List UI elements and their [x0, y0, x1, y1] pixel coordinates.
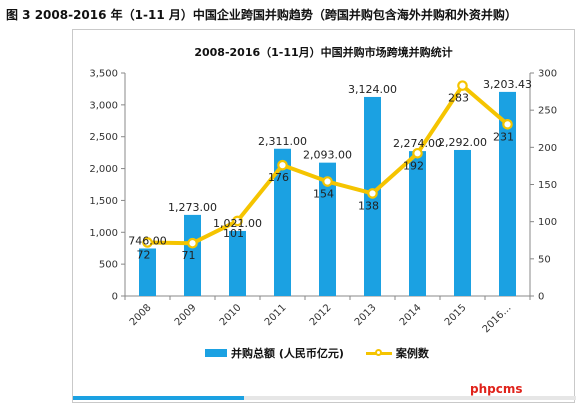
bar-data-label: 1,021.00 [213, 217, 262, 230]
bar-total-amount [409, 151, 426, 296]
line-point-case-count [322, 176, 333, 187]
bar-data-label: 1,273.00 [168, 201, 217, 214]
x-axis-tick-label: 2011 [263, 302, 289, 328]
bar-data-label: 2,274.00 [393, 137, 442, 150]
bar-total-amount [319, 162, 336, 296]
legend-line-swatch [365, 349, 392, 357]
right-axis-tick-label: 100 [538, 217, 557, 228]
line-point-case-count [502, 118, 513, 130]
bar-data-label: 3,124.00 [348, 83, 397, 96]
right-axis-tick-label: 200 [538, 143, 557, 154]
left-axis-tick-label: 3,500 [89, 69, 118, 80]
right-axis-tick-label: 300 [538, 69, 557, 80]
line-point-case-count [457, 80, 468, 91]
x-axis-tick-label: 2014 [398, 302, 424, 328]
line-point-case-count [412, 147, 423, 159]
x-axis-tick-label: 2010 [218, 302, 244, 328]
legend-bar-swatch [205, 349, 227, 357]
bar-data-label: 2,292.00 [438, 136, 487, 149]
bar-total-amount [454, 149, 471, 296]
left-axis-tick-label: 2,500 [89, 132, 118, 143]
bar-data-label: 746.00 [128, 234, 167, 247]
left-axis-tick-label: 1,000 [89, 228, 118, 239]
scroll-progress-bar [73, 396, 576, 400]
line-point-case-count [187, 237, 198, 249]
line-point-case-count [277, 159, 288, 171]
left-axis-tick-label: 3,000 [89, 100, 118, 111]
line-point-case-count [232, 215, 243, 227]
x-axis-tick-label: 2016… [481, 302, 514, 335]
legend-item-line: 案例数 [365, 345, 429, 361]
bar-total-amount [499, 91, 516, 296]
watermark-logo: phpcms [470, 382, 523, 396]
figure-caption: 图 3 2008-2016 年（1-11 月）中国企业跨国并购趋势（跨国并购包含… [6, 8, 517, 22]
line-data-label: 192 [403, 159, 424, 172]
line-data-label: 231 [493, 130, 514, 143]
x-axis-tick-label: 2013 [353, 302, 379, 328]
bar-total-amount [274, 148, 291, 296]
bar-data-label: 3,203.43 [483, 78, 532, 91]
chart-title: 2008-2016（1-11月）中国并购市场跨境并购统计 [194, 46, 453, 59]
line-data-label: 176 [268, 171, 289, 184]
scroll-progress-fill [73, 396, 245, 400]
right-axis-tick-label: 150 [538, 180, 557, 191]
x-axis-tick-label: 2008 [128, 302, 154, 328]
legend-item-bars: 并购总额 (人民币亿元) [205, 345, 344, 361]
legend-bar-label: 并购总额 (人民币亿元) [231, 347, 344, 360]
x-axis-tick-label: 2012 [308, 302, 334, 328]
bar-total-amount [139, 248, 156, 296]
line-data-label: 283 [448, 92, 469, 105]
x-axis-tick-label: 2009 [173, 302, 199, 328]
line-data-label: 138 [358, 199, 379, 212]
right-axis-tick-label: 0 [538, 292, 544, 303]
bar-total-amount [184, 214, 201, 296]
bar-total-amount [229, 230, 246, 296]
right-axis-tick-label: 50 [538, 254, 551, 265]
left-axis-tick-label: 1,500 [89, 196, 118, 207]
bar-data-label: 2,311.00 [258, 135, 307, 148]
x-axis-tick-label: 2015 [443, 302, 469, 328]
left-axis-tick-label: 500 [99, 260, 118, 271]
legend-line-label: 案例数 [395, 347, 429, 360]
line-data-label: 154 [313, 188, 334, 201]
line-point-case-count [142, 237, 153, 248]
right-axis-tick-label: 250 [538, 106, 557, 117]
line-point-case-count [367, 188, 378, 199]
chart-legend: 并购总额 (人民币亿元) 案例数 [205, 345, 429, 361]
left-axis-tick-label: 2,000 [89, 164, 118, 175]
line-data-label: 101 [223, 227, 244, 240]
left-axis-tick-label: 0 [112, 292, 118, 303]
line-data-label: 72 [137, 248, 151, 261]
bar-data-label: 2,093.00 [303, 149, 352, 162]
line-data-label: 71 [182, 249, 196, 262]
